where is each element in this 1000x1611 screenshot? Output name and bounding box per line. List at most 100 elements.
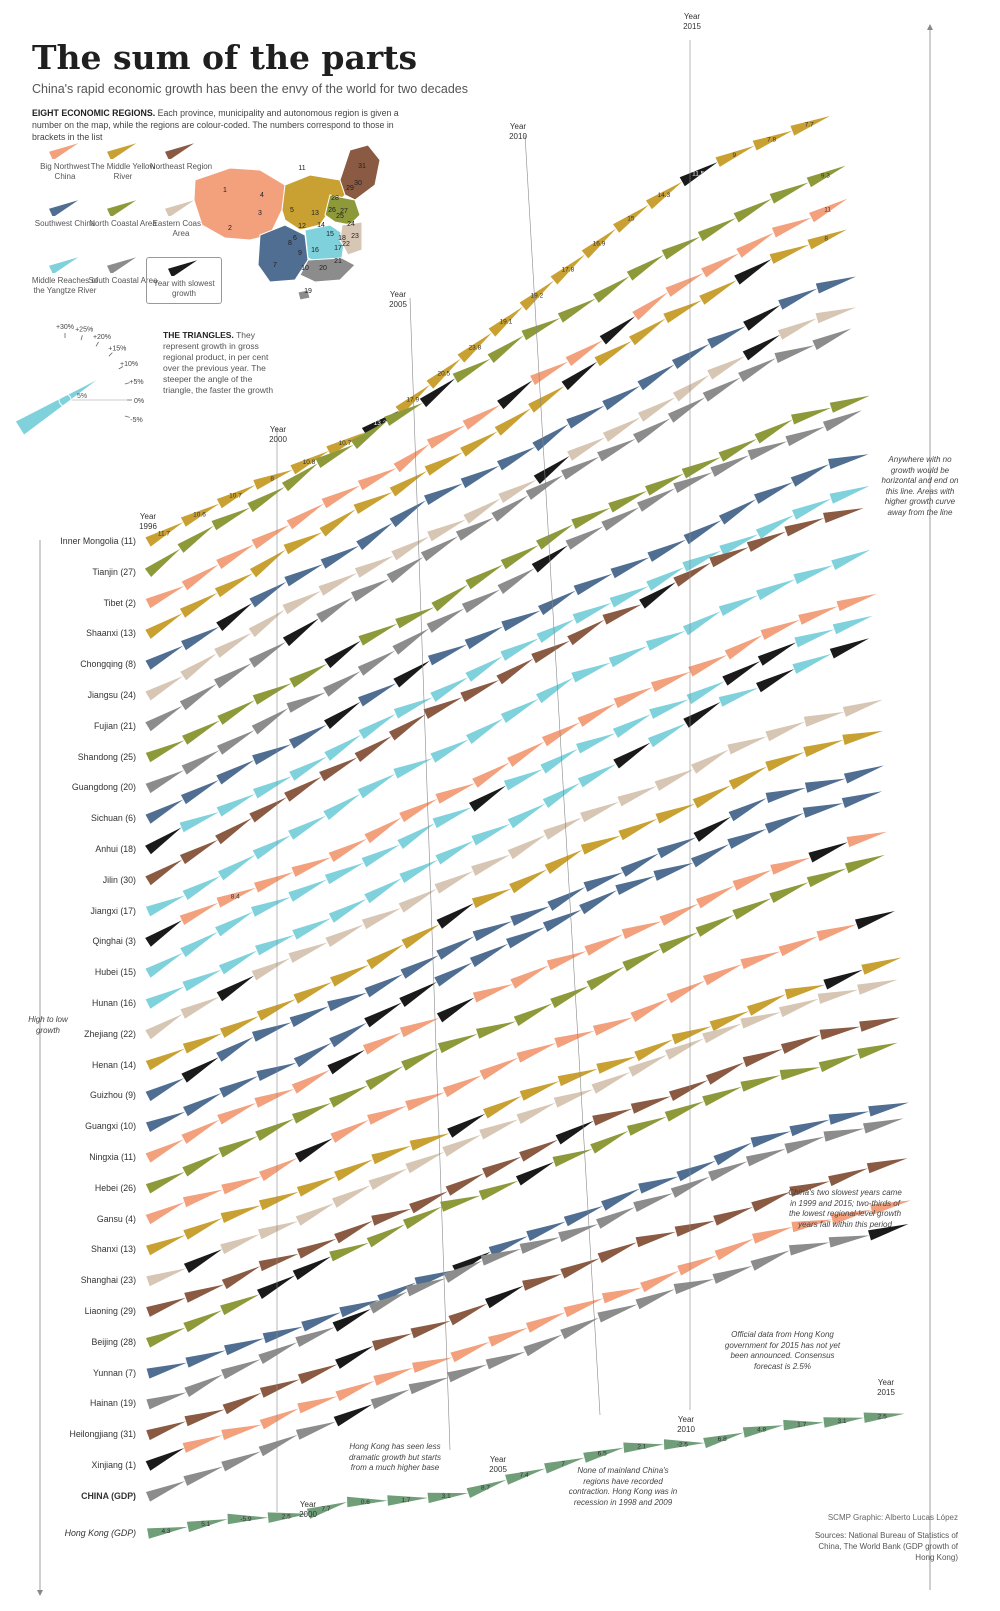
credit: SCMP Graphic: Alberto Lucas López [827,1513,958,1522]
growth-triangle [710,455,750,477]
legend-label: Eastern Coastal Area [152,219,210,238]
series [145,410,863,794]
growth-triangle [183,1093,222,1117]
growth-triangle [146,1392,187,1410]
growth-triangle [315,444,354,468]
growth-triangle [179,812,220,833]
growth-triangle [718,499,757,525]
triangles-heading: THE TRIANGLES. [163,330,234,340]
growth-triangle [295,1203,335,1226]
growth-triangle [747,441,788,461]
growth-triangle [857,1042,898,1059]
growth-triangle [688,655,728,677]
growth-triangle [296,1238,337,1259]
growth-triangle [868,1102,909,1117]
growth-triangle [790,116,830,136]
value-label: 20.5 [437,370,450,377]
growth-triangle [519,1237,560,1254]
growth-triangle [718,687,759,707]
growth-triangle [393,697,433,719]
value-label: 2.5 [878,1414,887,1421]
growth-triangle [478,1180,519,1201]
growth-triangle [557,298,596,323]
growth-triangle [386,556,424,584]
growth-triangle [440,1195,481,1212]
growth-triangle [408,1377,449,1395]
growth-triangle [536,619,575,643]
growth-triangle [650,671,691,692]
growth-triangle [792,498,832,520]
growth-triangle [388,714,426,741]
growth-triangle [553,1089,594,1108]
growth-triangle [366,944,404,970]
growth-triangle [472,921,513,942]
growth-triangle [319,757,358,782]
growth-triangle [613,687,653,709]
growth-triangle [373,1367,414,1386]
growth-triangle [214,663,252,689]
growth-triangle [294,1138,333,1163]
growth-triangle [803,711,845,727]
growth-triangle [823,969,863,990]
note-slowest-years: China's two slowest years came in 1999 a… [788,1188,902,1229]
growth-triangle [358,623,398,646]
growth-triangle [743,305,781,331]
growth-triangle [572,602,612,624]
growth-triangle [427,519,467,542]
growth-triangle [683,702,721,728]
growth-triangle [752,1227,793,1244]
growth-triangle [364,817,402,844]
growth-triangle [252,744,292,765]
growth-triangle [262,1326,303,1344]
row-label: Inner Mongolia (11) [60,536,136,546]
growth-triangle [618,818,658,841]
map-number: 7 [273,262,277,269]
series [145,854,885,1194]
growth-triangle [555,1120,594,1145]
growth-triangle [715,145,755,167]
year-2000-tag: Year 2000 [260,425,296,445]
value-label: 11.5 [692,170,705,177]
growth-triangle [550,985,589,1009]
growth-triangle [742,1425,784,1438]
growth-triangle [221,1359,261,1380]
legend-label: Big Northwest China [40,162,90,181]
growth-triangle [765,787,807,803]
legend-triangle [107,200,137,216]
growth-triangle [816,924,857,942]
series [146,979,898,1287]
growth-triangle [861,957,902,975]
growth-triangle [597,438,636,462]
growth-triangle [146,1362,187,1379]
growth-triangle [145,1202,185,1225]
growth-triangle [180,996,220,1019]
growth-triangle [402,1206,442,1230]
growth-triangle [803,739,844,757]
growth-triangle [613,204,649,233]
value-label: 16.9 [593,240,606,247]
growth-triangle [216,793,256,817]
growth-triangle [497,446,536,471]
growth-triangle [354,736,392,762]
growth-triangle [774,345,815,363]
legend-item: Southwest China [30,200,100,229]
growth-triangle [620,853,659,877]
growth-triangle [577,703,616,727]
map-number: 14 [317,222,325,229]
growth-triangle [328,838,368,862]
dial-example-value: 5% [77,393,87,400]
growth-triangle [184,1409,225,1427]
growth-triangle [431,584,468,612]
growth-triangle [357,468,397,491]
growth-triangle [505,1468,546,1485]
hk-year-2010-tag: Year 2010 [668,1415,704,1435]
value-label: 9 [732,152,736,159]
hk-year-2005: Year 2005 [489,1455,507,1474]
growth-triangle [216,730,255,755]
growth-triangle [482,1156,522,1178]
growth-triangle [145,827,182,855]
growth-triangle [780,1034,821,1054]
growth-triangle [146,1327,186,1348]
year-2005: Year 2005 [389,290,407,309]
growth-triangle [432,807,472,829]
